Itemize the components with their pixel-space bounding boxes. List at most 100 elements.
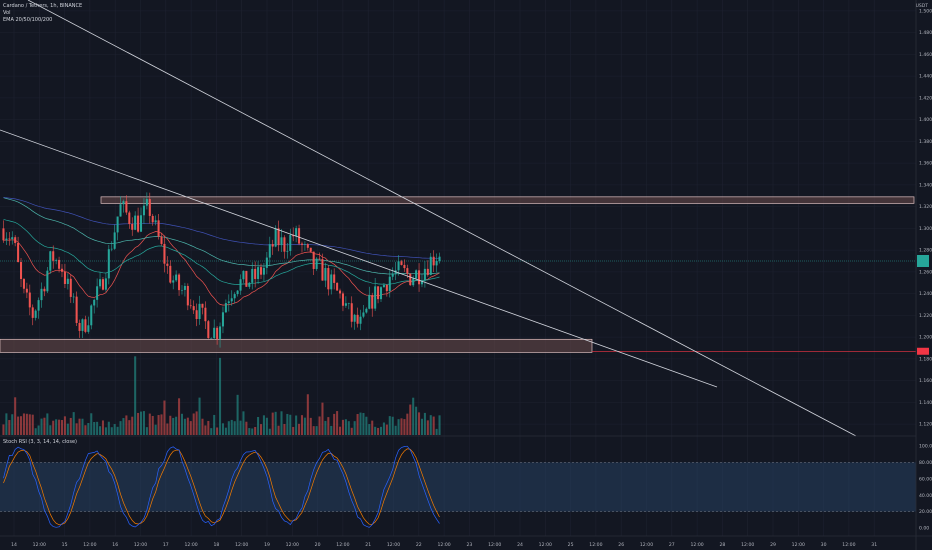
volume-bar [403,419,406,435]
candle-body [99,279,102,287]
time-tick-label: 12:00 [286,542,299,548]
candle-body [110,248,113,250]
volume-bar [429,415,432,435]
candlesticks [2,192,441,348]
candle-body [374,286,377,309]
candle-body [66,278,69,284]
time-tick-label: 12:00 [437,542,450,548]
volume-bar [107,421,110,435]
volume-bar [131,416,134,435]
price-tick-label: 1.220 [919,313,932,319]
volume-bar [69,417,72,435]
volume-bar [371,420,374,435]
candle-body [350,303,353,322]
volume-bar [298,423,301,435]
candle-body [40,288,43,301]
volume-bar [14,397,17,435]
candle-body [31,307,34,318]
candle-body [418,270,421,285]
volume-bar [268,428,271,435]
candle-body [227,301,230,304]
volume-bar [122,418,125,435]
volume-bar [169,415,172,435]
candle-body [221,312,224,327]
volume-bar [25,413,28,435]
volume-bar [52,420,55,435]
candle-body [248,282,251,287]
time-tick-label: 15 [62,542,68,548]
time-tick-label: 12:00 [33,542,46,548]
time-axis: 14 12:00 15 12:00 16 12:00 17 12:00 18 12:00 19 12:… [0,535,932,548]
volume-bar [339,426,342,435]
price-tick-label: 1.200 [919,335,932,341]
candle-body [210,338,213,339]
volume-bar [245,421,248,435]
volume-bar [148,413,151,435]
volume-bar [78,418,81,435]
volume-bar [210,428,213,435]
candle-body [289,234,292,251]
candle-body [277,228,280,246]
candle-body [49,251,52,271]
candle-body [119,204,122,217]
candle-body [46,270,49,292]
time-tick-label: 28 [719,542,725,548]
time-tick-label: 12:00 [741,542,754,548]
volume-bar [49,425,52,435]
volume-bar [242,411,245,435]
candle-body [43,288,46,292]
volume-bar [286,413,289,435]
candle-body [283,237,286,252]
volume-bar [432,416,435,435]
volume-bar [81,418,84,435]
candle-body [116,216,119,233]
candle-body [183,285,186,290]
candle-body [63,271,66,284]
volume-bar [195,411,198,435]
volume-bar [75,423,78,435]
volume-bar [113,424,116,435]
stoch-tick-label: 0.00 [919,526,929,532]
volume-bar [306,394,309,435]
volume-bar [134,356,137,435]
candle-body [148,199,151,216]
volume-bar [137,412,140,435]
stoch-rsi-label: Stoch RSI (3, 3, 14, 14, close) [3,439,77,445]
volume-bar [55,419,58,435]
volume-bar [66,423,69,435]
volume-bar [435,428,438,435]
price-tick-label: 1.360 [919,161,932,167]
volume-bar [300,415,304,435]
candle-body [72,296,75,298]
candle-body [192,306,195,311]
volume-bar [321,402,324,435]
stoch-d-line [3,448,440,526]
volume-bar [2,424,5,435]
stoch-tick-label: 100.00 [919,444,932,450]
stoch-k-line [3,445,440,528]
volume-bar [72,412,75,435]
volume-bar [303,417,306,435]
time-tick-label: 27 [669,542,675,548]
candle-body [435,260,438,266]
volume-bars [2,356,441,435]
price-tick-label: 1.260 [919,269,932,275]
time-tick-label: 23 [466,542,472,548]
time-tick-label: 12:00 [235,542,248,548]
volume-bar [318,416,321,435]
price-axis: 1.500 1.480 1.460 1.440 1.420 1.400 1.380 1.360… [915,0,932,550]
volume-bar [46,413,49,435]
volume-bar [8,420,11,435]
candle-body [19,262,23,280]
volume-bar [382,422,385,435]
candle-body [134,215,137,230]
volume-bar [347,421,350,435]
candle-body [166,263,169,266]
time-tick-label: 12:00 [589,542,602,548]
volume-bar [283,424,286,435]
candle-body [22,279,25,289]
volume-bar [289,414,292,435]
support-level-badge [917,347,929,355]
candle-body [377,286,380,300]
